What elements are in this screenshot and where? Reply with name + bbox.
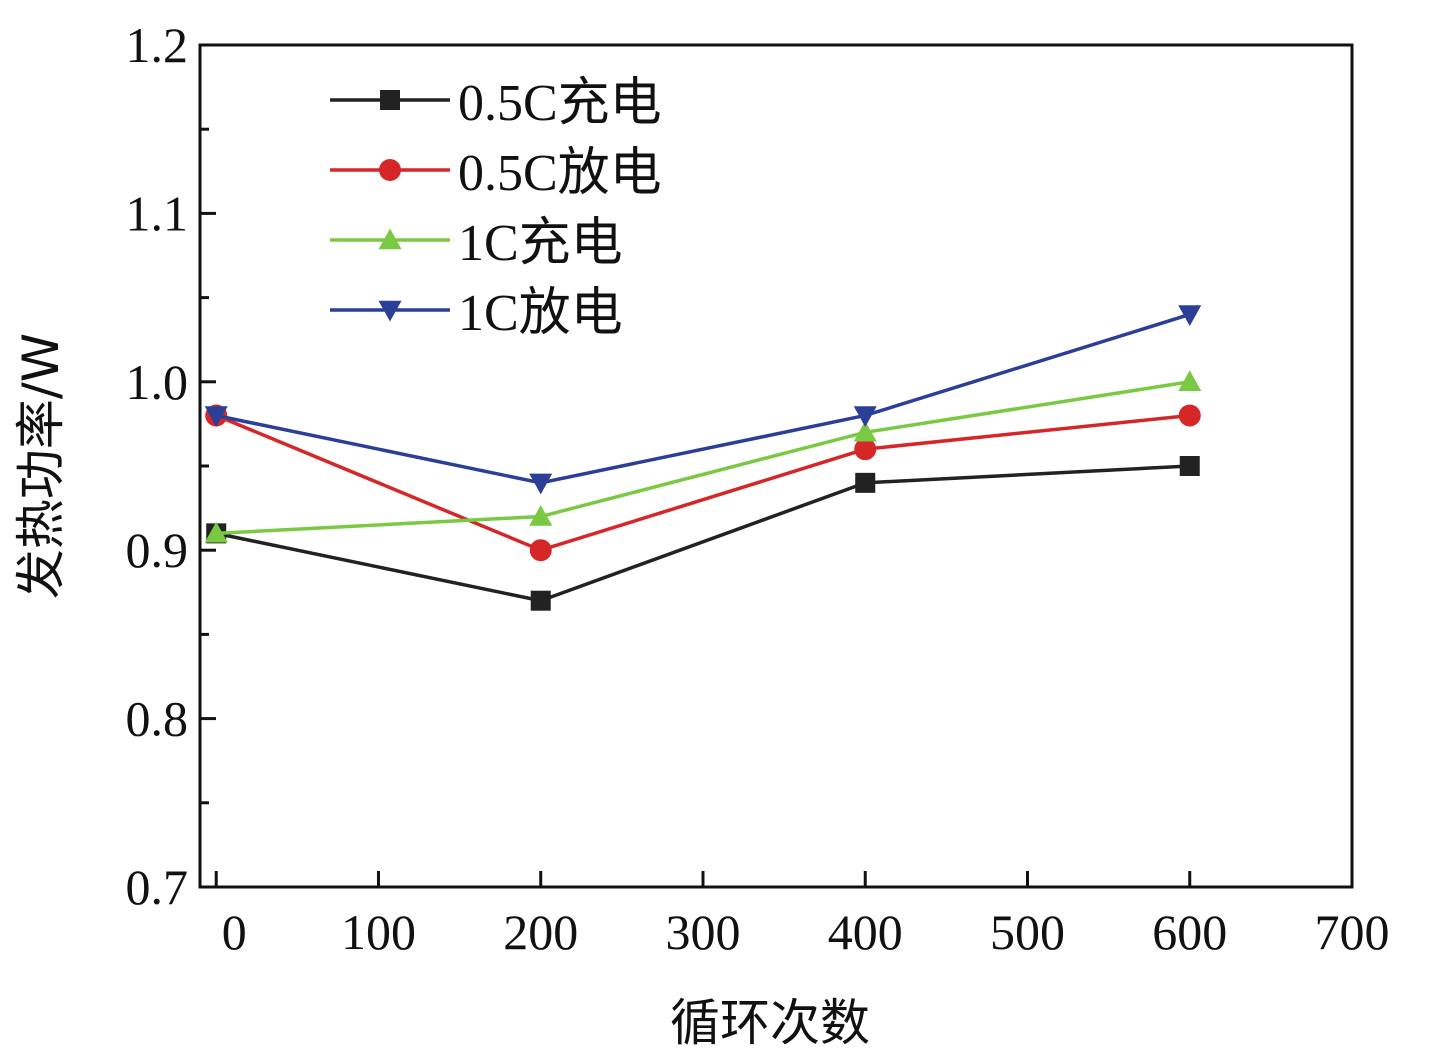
y-tick-label: 1.1	[126, 185, 189, 241]
legend-label: 1C充电	[458, 215, 623, 272]
x-tick-label: 100	[341, 904, 416, 960]
marker-triangle-up	[1178, 370, 1202, 391]
legend: 0.5C充电 0.5C放电 1C充电 1C放电	[330, 75, 662, 342]
legend-item: 0.5C充电	[330, 75, 662, 132]
y-tick-label: 0.8	[126, 691, 189, 747]
series-line	[215, 464, 1190, 603]
marker-triangle-up	[378, 228, 402, 250]
series-1C充电	[204, 370, 1202, 543]
x-tick-label: 200	[503, 904, 578, 960]
marker-triangle-down	[1178, 305, 1202, 326]
legend-item: 1C充电	[330, 215, 623, 272]
legend-label: 0.5C充电	[458, 75, 662, 132]
y-tick-label: 1.0	[126, 354, 189, 410]
series-line	[216, 380, 1191, 536]
x-tick-label: 0	[222, 904, 247, 960]
x-tick-label: 600	[1152, 904, 1227, 960]
x-axis-title: 循环次数	[670, 994, 870, 1052]
marker-square	[1179, 456, 1200, 476]
y-tick-label: 1.2	[126, 17, 189, 73]
axis-ticks: 0 100 200 300 400 500 600 700 0.7 0.8 0.9 1.0 1.1 1.2	[126, 17, 1390, 960]
marker-triangle-up	[529, 505, 553, 526]
series-0.5C充电	[206, 456, 1200, 611]
marker-circle	[379, 159, 401, 181]
x-tick-label: 400	[828, 904, 903, 960]
marker-square	[380, 90, 400, 110]
series-1C放电	[204, 305, 1202, 495]
legend-item: 0.5C放电	[330, 145, 662, 202]
marker-circle	[854, 438, 877, 461]
series-line	[215, 413, 1190, 553]
series-layer	[204, 305, 1202, 611]
y-tick-label: 0.9	[126, 522, 189, 578]
legend-label: 0.5C放电	[458, 145, 662, 202]
x-tick-label: 700	[1315, 904, 1390, 960]
marker-square	[530, 590, 551, 611]
y-tick-label: 0.7	[126, 859, 189, 915]
legend-item: 1C放电	[330, 285, 623, 342]
marker-triangle-up	[853, 420, 877, 442]
marker-triangle-down	[853, 406, 877, 427]
marker-triangle-down	[204, 406, 228, 427]
marker-triangle-down	[529, 473, 553, 495]
marker-triangle-down	[378, 300, 402, 322]
series-0.5C放电	[205, 404, 1201, 562]
marker-triangle-up	[204, 521, 228, 543]
marker-circle	[529, 539, 552, 562]
marker-square	[855, 472, 876, 493]
x-tick-label: 500	[990, 904, 1065, 960]
marker-circle	[1178, 404, 1201, 427]
x-tick-label: 300	[665, 904, 740, 960]
series-line	[215, 312, 1191, 485]
legend-label: 1C放电	[458, 285, 623, 342]
y-axis-title: 发热功率/W	[12, 333, 70, 599]
